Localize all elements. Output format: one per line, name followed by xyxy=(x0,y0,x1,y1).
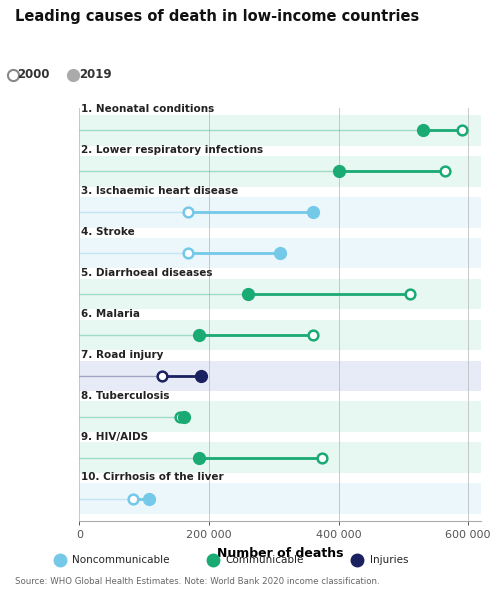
Bar xyxy=(79,197,481,228)
Bar xyxy=(79,320,481,350)
Bar xyxy=(79,361,481,391)
Text: Noncommunicable: Noncommunicable xyxy=(72,555,170,565)
Text: Injuries: Injuries xyxy=(370,555,408,565)
Text: 9. HIV/AIDS: 9. HIV/AIDS xyxy=(81,431,148,441)
Text: 7. Road injury: 7. Road injury xyxy=(81,350,163,359)
Text: 10. Cirrhosis of the liver: 10. Cirrhosis of the liver xyxy=(81,473,223,482)
Text: 8. Tuberculosis: 8. Tuberculosis xyxy=(81,391,169,401)
Text: 2019: 2019 xyxy=(79,68,112,81)
Bar xyxy=(79,156,481,187)
Text: 4. Stroke: 4. Stroke xyxy=(81,227,134,237)
Text: Leading causes of death in low-income countries: Leading causes of death in low-income co… xyxy=(15,9,419,24)
Text: 6. Malaria: 6. Malaria xyxy=(81,308,140,319)
Text: 1. Neonatal conditions: 1. Neonatal conditions xyxy=(81,104,214,114)
Bar xyxy=(79,238,481,268)
Bar xyxy=(79,401,481,432)
Text: 5. Diarrhoeal diseases: 5. Diarrhoeal diseases xyxy=(81,268,212,278)
Text: 2000: 2000 xyxy=(17,68,50,81)
Text: 3. Ischaemic heart disease: 3. Ischaemic heart disease xyxy=(81,186,238,196)
Text: Source: WHO Global Health Estimates. Note: World Bank 2020 income classification: Source: WHO Global Health Estimates. Not… xyxy=(15,577,379,586)
X-axis label: Number of deaths: Number of deaths xyxy=(217,547,344,560)
Text: Communicable: Communicable xyxy=(226,555,304,565)
Bar xyxy=(79,483,481,514)
Bar xyxy=(79,115,481,146)
Bar xyxy=(79,279,481,309)
Bar xyxy=(79,442,481,473)
Text: 2. Lower respiratory infections: 2. Lower respiratory infections xyxy=(81,145,263,155)
